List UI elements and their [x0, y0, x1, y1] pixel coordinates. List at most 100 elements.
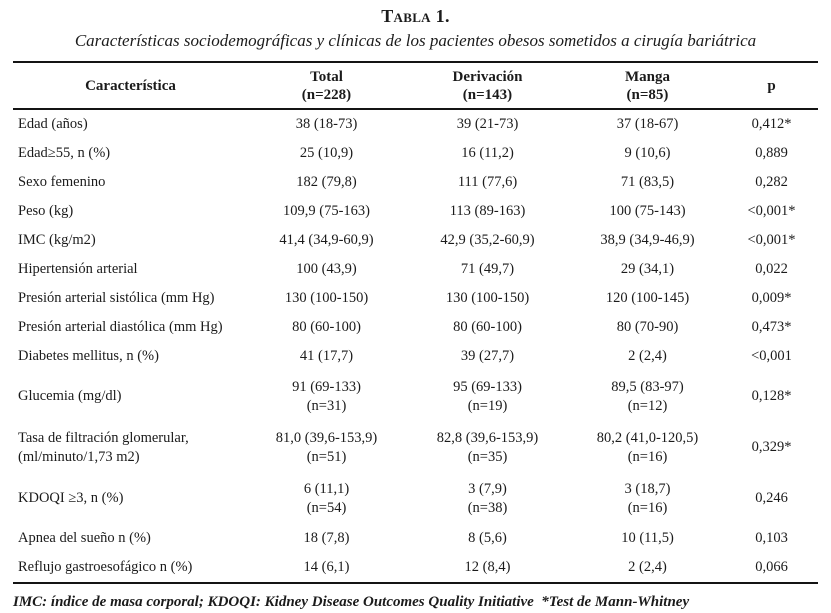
p-value-cell: 0,412* — [725, 109, 818, 139]
value-cell: 80 (60-100) — [248, 313, 405, 342]
cell-line: (n=31) — [306, 397, 347, 414]
cell-line: 0,282 — [755, 174, 788, 190]
cell-line: 95 (69-133) — [453, 378, 522, 395]
cell-line: 120 (100-145) — [605, 290, 690, 306]
col-header-label: Derivación — [452, 68, 523, 85]
value-cell: 42,9 (35,2-60,9) — [405, 226, 570, 255]
col-header-sub: (n=85) — [626, 86, 669, 103]
cell-line: 0,128* — [751, 388, 792, 404]
table-row: Peso (kg) 109,9 (75-163) 113 (89-163) 100 (… — [13, 197, 818, 226]
value-cell: 71 (49,7) — [405, 255, 570, 284]
value-cell: 82,8 (39,6-153,9) (n=35) — [405, 422, 570, 473]
table-row: Presión arterial sistólica (mm Hg) 130 (1… — [13, 284, 818, 313]
cell-line: 130 (100-150) — [284, 290, 369, 306]
cell-line: (n=16) — [627, 499, 668, 516]
cell-line: 91 (69-133) — [292, 378, 361, 395]
value-cell: 111 (77,6) — [405, 168, 570, 197]
cell-line: 0,103 — [755, 530, 788, 546]
cell-line: <0,001* — [747, 232, 796, 248]
cell-line: (n=38) — [467, 499, 508, 516]
row-label-cell: Diabetes mellitus, n (%) — [13, 342, 248, 371]
cell-line: 16 (11,2) — [461, 145, 514, 161]
cell-line: 39 (27,7) — [460, 348, 515, 364]
cell-line: Hipertensión arterial — [18, 261, 138, 277]
cell-line: IMC (kg/m2) — [18, 232, 96, 248]
cell-line: 109,9 (75-163) — [283, 203, 370, 219]
cell-line: 100 (75-143) — [609, 203, 686, 219]
cell-line: 42,9 (35,2-60,9) — [440, 232, 535, 248]
table-row: IMC (kg/m2) 41,4 (34,9-60,9) 42,9 (35,2-60… — [13, 226, 818, 255]
cell-line: 29 (34,1) — [620, 261, 675, 277]
row-label-cell: IMC (kg/m2) — [13, 226, 248, 255]
cell-line: <0,001* — [747, 203, 796, 219]
table-row: Hipertensión arterial 100 (43,9) 71 (49,7)… — [13, 255, 818, 284]
cell-line: 100 (43,9) — [296, 261, 357, 277]
cell-line: 80,2 (41,0-120,5) — [596, 429, 699, 446]
cell-line: KDOQI ≥3, n (%) — [18, 490, 124, 506]
cell-line: Peso (kg) — [18, 203, 74, 219]
cell-line: 38 (18-73) — [295, 116, 358, 132]
value-cell: 39 (21-73) — [405, 109, 570, 139]
cell-line: 3 (18,7) — [624, 480, 671, 497]
cell-line: 81,0 (39,6-153,9) — [275, 429, 378, 446]
cell-line: 111 (77,6) — [457, 174, 518, 190]
p-value-cell: 0,128* — [725, 371, 818, 422]
cell-line: 0,473* — [751, 319, 792, 335]
cell-line: 71 (49,7) — [460, 261, 515, 277]
value-cell: 37 (18-67) — [570, 109, 725, 139]
col-header-sub: (n=143) — [462, 86, 513, 103]
row-label-cell: KDOQI ≥3, n (%) — [13, 473, 248, 524]
value-cell: 113 (89-163) — [405, 197, 570, 226]
value-cell: 3 (18,7) (n=16) — [570, 473, 725, 524]
row-label-cell: Hipertensión arterial — [13, 255, 248, 284]
cell-line: 0,889 — [755, 145, 788, 161]
value-cell: 3 (7,9) (n=38) — [405, 473, 570, 524]
value-cell: 182 (79,8) — [248, 168, 405, 197]
value-cell: 120 (100-145) — [570, 284, 725, 313]
row-label-cell: Tasa de filtración glomerular, (ml/minuto… — [13, 422, 248, 473]
value-cell: 14 (6,1) — [248, 553, 405, 583]
cell-line: 0,329* — [751, 439, 792, 455]
p-value-cell: <0,001* — [725, 197, 818, 226]
value-cell: 2 (2,4) — [570, 553, 725, 583]
row-label-cell: Reflujo gastroesofágico n (%) — [13, 553, 248, 583]
value-cell: 41 (17,7) — [248, 342, 405, 371]
cell-line: Edad (años) — [18, 116, 88, 132]
p-value-cell: 0,009* — [725, 284, 818, 313]
table-row: Presión arterial diastólica (mm Hg) 80 (6… — [13, 313, 818, 342]
cell-line: 39 (21-73) — [456, 116, 519, 132]
cell-line: Sexo femenino — [18, 174, 106, 190]
cell-line: Edad≥55, n (%) — [18, 145, 111, 161]
cell-line: (n=12) — [627, 397, 668, 414]
cell-line: 113 (89-163) — [449, 203, 526, 219]
row-label-cell: Presión arterial diastólica (mm Hg) — [13, 313, 248, 342]
cell-line: Diabetes mellitus, n (%) — [18, 348, 159, 364]
cell-line: 182 (79,8) — [296, 174, 357, 190]
value-cell: 10 (11,5) — [570, 524, 725, 553]
cell-line: Presión arterial sistólica (mm Hg) — [18, 290, 215, 306]
value-cell: 109,9 (75-163) — [248, 197, 405, 226]
value-cell: 89,5 (83-97) (n=12) — [570, 371, 725, 422]
row-label-cell: Peso (kg) — [13, 197, 248, 226]
col-header-total: Total (n=228) — [248, 62, 405, 109]
value-cell: 6 (11,1) (n=54) — [248, 473, 405, 524]
value-cell: 38,9 (34,9-46,9) — [570, 226, 725, 255]
cell-line: (n=19) — [467, 397, 508, 414]
value-cell: 25 (10,9) — [248, 139, 405, 168]
row-label-cell: Apnea del sueño n (%) — [13, 524, 248, 553]
table-body: Edad (años) 38 (18-73) 39 (21-73) 37 (18-67… — [13, 109, 818, 583]
table-row: Apnea del sueño n (%) 18 (7,8) 8 (5,6) 10 (… — [13, 524, 818, 553]
p-value-cell: 0,022 — [725, 255, 818, 284]
cell-line: 2 (2,4) — [628, 348, 667, 364]
value-cell: 29 (34,1) — [570, 255, 725, 284]
col-header-caracteristica: Característica — [13, 62, 248, 109]
cell-line: Glucemia (mg/dl) — [18, 388, 122, 404]
table-row: Sexo femenino 182 (79,8) 111 (77,6) 71 (83,… — [13, 168, 818, 197]
cell-line: 41,4 (34,9-60,9) — [279, 232, 374, 248]
p-value-cell: 0,282 — [725, 168, 818, 197]
cell-line: (ml/minuto/1,73 m2) — [18, 448, 140, 465]
col-header-sub: (n=228) — [301, 86, 352, 103]
cell-line: 0,412* — [751, 116, 792, 132]
value-cell: 18 (7,8) — [248, 524, 405, 553]
col-header-label: Total — [310, 68, 343, 85]
